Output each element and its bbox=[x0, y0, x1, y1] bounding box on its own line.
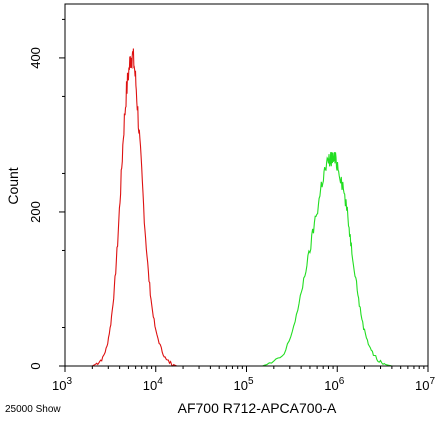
y-tick-label: 400 bbox=[28, 47, 43, 69]
event-count-note: 25000 Show bbox=[5, 404, 61, 415]
series-layer bbox=[92, 48, 393, 367]
x-tick-label: 105 bbox=[233, 376, 253, 393]
x-axis-label: AF700 R712-APCA700-A bbox=[178, 400, 337, 416]
histogram-series-1 bbox=[92, 48, 177, 367]
x-tick-label: 103 bbox=[52, 376, 72, 393]
x-tick-label: 104 bbox=[143, 376, 163, 393]
y-tick-label: 0 bbox=[28, 362, 43, 369]
ticks-layer: 103 104 105 106 107 0 200 400 bbox=[28, 18, 435, 393]
y-axis-label: Count bbox=[5, 167, 21, 204]
histogram-series-2 bbox=[262, 152, 393, 367]
x-tick-label: 106 bbox=[324, 376, 344, 393]
x-tick-label: 107 bbox=[415, 376, 435, 393]
y-tick-label: 200 bbox=[28, 201, 43, 223]
